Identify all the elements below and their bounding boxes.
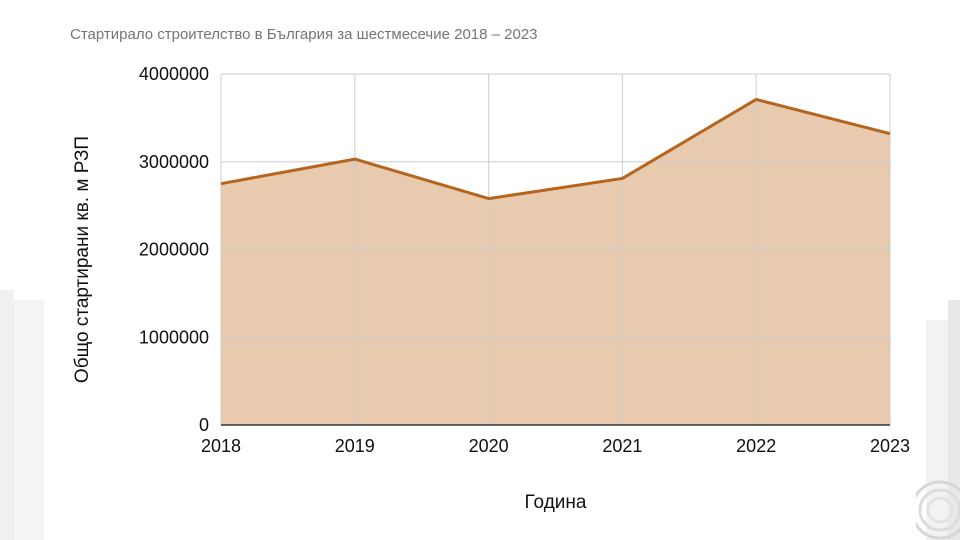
background-stripe [948,300,960,540]
background-stripe [926,320,948,540]
x-tick-label: 2022 [736,436,776,456]
x-tick-label: 2023 [870,436,910,456]
chart-title: Стартирало строителство в България за ше… [70,26,538,43]
x-tick-label: 2020 [469,436,509,456]
y-tick-label: 4000000 [139,64,209,84]
y-axis-title: Общо стартирани кв. м РЗП [72,136,93,383]
y-tick-label: 3000000 [139,152,209,172]
x-tick-label: 2021 [602,436,642,456]
background-stripe [0,290,14,540]
x-tick-label: 2018 [201,436,241,456]
background-stripe [14,300,44,540]
area-fill [221,99,890,425]
x-tick-label: 2019 [335,436,375,456]
y-tick-label: 1000000 [139,327,209,347]
series-line [220,97,891,201]
x-axis-title: Година [525,492,587,513]
y-tick-label: 2000000 [139,240,209,260]
y-tick-label: 0 [199,415,209,435]
